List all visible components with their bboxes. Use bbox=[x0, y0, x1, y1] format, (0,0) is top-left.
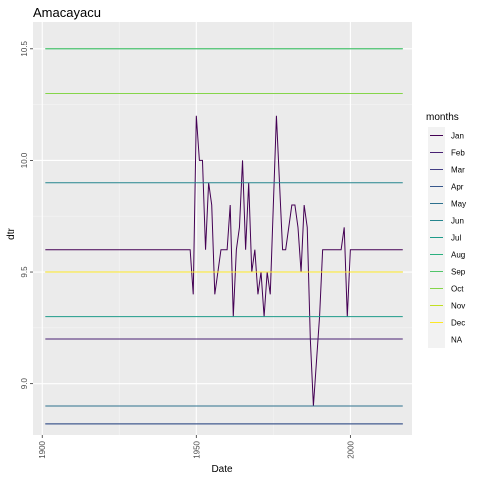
legend-item-may: May bbox=[428, 195, 466, 212]
legend-label: Jul bbox=[451, 234, 461, 243]
chart-title: Amacayacu bbox=[33, 5, 101, 20]
plot-panel bbox=[33, 22, 412, 435]
legend-label: Oct bbox=[451, 285, 464, 294]
legend-label: Jun bbox=[451, 217, 464, 226]
x-tick-label: 1950 bbox=[192, 440, 201, 458]
x-axis-title: Date bbox=[211, 464, 233, 475]
y-tick-label: 10.5 bbox=[20, 40, 29, 56]
legend-item-na: NA bbox=[428, 331, 463, 348]
legend-label: Dec bbox=[451, 319, 465, 328]
legend-item-nov: Nov bbox=[428, 297, 465, 314]
legend-label: Apr bbox=[451, 183, 464, 192]
legend-key bbox=[428, 331, 445, 348]
legend-label: NA bbox=[451, 336, 463, 345]
y-tick-label: 9.5 bbox=[20, 266, 29, 278]
legend-title: months bbox=[426, 112, 459, 123]
y-axis-title: dtr bbox=[6, 227, 17, 239]
legend-label: Mar bbox=[451, 166, 465, 175]
legend-item-oct: Oct bbox=[428, 280, 464, 297]
legend-label: May bbox=[451, 200, 466, 209]
y-tick-label: 9.0 bbox=[20, 378, 29, 390]
y-axis: 9.0 9.5 10.0 10.5 bbox=[20, 40, 33, 389]
legend-label: Jan bbox=[451, 132, 464, 141]
y-tick-label: 10.0 bbox=[20, 152, 29, 168]
legend-item-aug: Aug bbox=[428, 246, 465, 263]
panel-background bbox=[33, 22, 412, 435]
legend-label: Sep bbox=[451, 268, 466, 277]
legend-item-dec: Dec bbox=[428, 314, 465, 331]
x-axis: 1900 1950 2000 bbox=[38, 435, 355, 459]
legend-item-sep: Sep bbox=[428, 263, 466, 280]
legend: months Jan Feb Mar Apr May Jun Jul Aug Sep Oct Nov… bbox=[426, 112, 466, 348]
legend-item-mar: Mar bbox=[428, 161, 465, 178]
x-tick-label: 2000 bbox=[346, 440, 355, 458]
legend-item-apr: Apr bbox=[428, 178, 464, 195]
legend-item-jan: Jan bbox=[428, 127, 464, 144]
series-lines bbox=[45, 48, 403, 425]
legend-item-jul: Jul bbox=[428, 229, 461, 246]
legend-label: Nov bbox=[451, 302, 465, 311]
legend-label: Feb bbox=[451, 149, 465, 158]
legend-item-feb: Feb bbox=[428, 144, 465, 161]
legend-label: Aug bbox=[451, 251, 465, 260]
x-tick-label: 1900 bbox=[38, 440, 47, 458]
legend-item-jun: Jun bbox=[428, 212, 464, 229]
series-line-jan bbox=[45, 115, 403, 407]
